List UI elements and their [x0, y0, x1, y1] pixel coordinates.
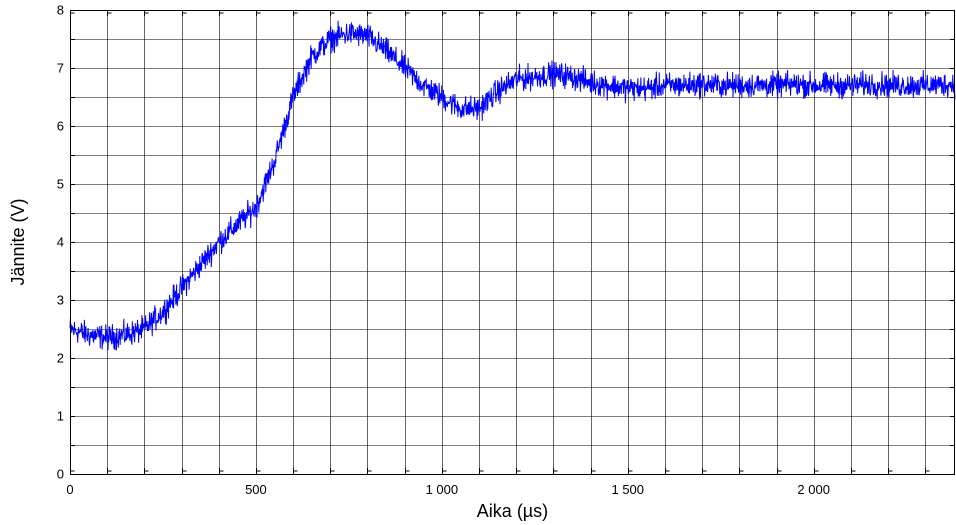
- y-tick-label: 7: [57, 61, 64, 76]
- y-axis-title: Jännite (V): [8, 198, 28, 285]
- x-axis-title: Aika (µs): [477, 501, 548, 521]
- x-tick-labels: 0 500 1 000 1 500 2 000: [66, 482, 830, 497]
- x-tick-label: 500: [245, 482, 267, 497]
- y-tick-label: 3: [57, 293, 64, 308]
- plot-frame: [70, 10, 955, 475]
- y-tick-label: 4: [57, 235, 64, 250]
- y-tick-label: 5: [57, 177, 64, 192]
- y-tick-label: 6: [57, 119, 64, 134]
- x-tick-label: 1 500: [611, 482, 644, 497]
- y-tick-label: 1: [57, 409, 64, 424]
- x-tick-label: 1 000: [426, 482, 459, 497]
- y-tick-label: 0: [57, 467, 64, 482]
- x-tick-label: 2 000: [797, 482, 830, 497]
- y-tick-label: 8: [57, 3, 64, 18]
- y-tick-labels: 0 1 2 3 4 5 6 7 8: [57, 3, 64, 482]
- y-tick-label: 2: [57, 351, 64, 366]
- x-tick-label: 0: [66, 482, 73, 497]
- voltage-series-line: [69, 20, 956, 351]
